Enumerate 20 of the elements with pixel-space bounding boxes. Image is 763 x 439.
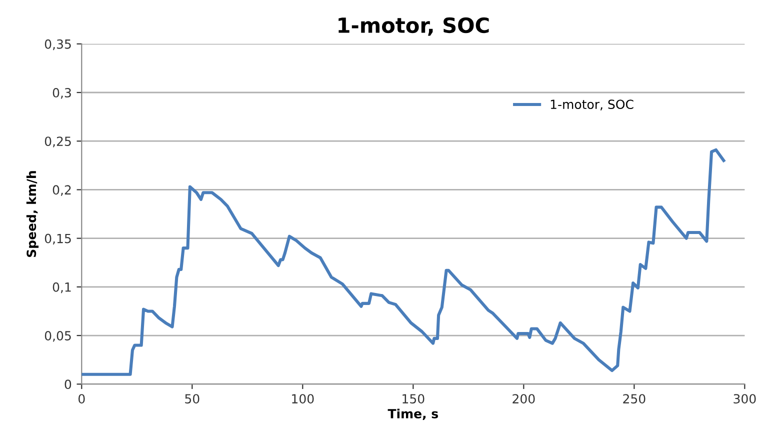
x-tick-label: 150 [402, 394, 424, 404]
y-axis-title: Speed, km/h [26, 171, 39, 257]
x-tick-label: 100 [292, 394, 314, 404]
y-tick-label: 0,3 [52, 88, 71, 99]
x-tick-label: 0 [78, 394, 85, 404]
y-tick-label: 0,05 [44, 330, 71, 342]
x-axis-title: Time, s [388, 408, 438, 420]
y-tick-label: 0,15 [44, 234, 71, 245]
x-tick-label: 50 [185, 394, 200, 404]
y-tick-label: 0,25 [44, 136, 71, 148]
y-tick-label: 0,35 [44, 39, 71, 50]
y-tick-label: 0,1 [52, 282, 71, 294]
legend-label: 1-motor, SOC [550, 100, 634, 110]
y-tick-label: 0 [64, 380, 72, 390]
x-tick-label: 200 [512, 394, 535, 404]
x-tick-label: 250 [623, 394, 646, 404]
line-series [82, 148, 726, 376]
x-tick-label: 300 [734, 394, 756, 404]
chart-title: 1-motor, SOC [338, 17, 489, 36]
y-tick-label: 0,2 [52, 185, 71, 196]
